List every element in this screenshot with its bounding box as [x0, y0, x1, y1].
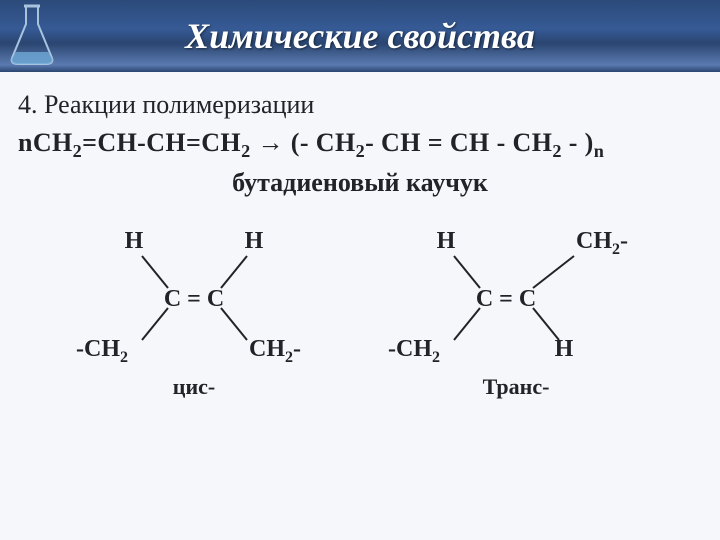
cis-top-left: H: [125, 228, 144, 254]
trans-bottom-right: H: [555, 336, 574, 362]
trans-isomer: H CH2- C = C -CH2 H Транс-: [376, 218, 656, 400]
cis-center: C = C: [164, 286, 224, 312]
eq-p5: - ): [562, 128, 594, 157]
cis-label: цис-: [173, 374, 215, 400]
equation-line: nCH2=CH-CH=CH2 → (- CH2- CH = CH - CH2 -…: [18, 128, 702, 162]
eq-sub2-4: 2: [552, 141, 562, 161]
isomers-row: H H C = C -CH2 CH2- цис- H CH2- C = C -C…: [18, 218, 702, 400]
trans-label: Транс-: [483, 374, 550, 400]
cis-isomer: H H C = C -CH2 CH2- цис-: [64, 218, 324, 400]
flask-icon: [4, 2, 60, 66]
eq-p4: - CH = CH - CH: [365, 128, 552, 157]
trans-diagram: H CH2- C = C -CH2 H: [376, 218, 656, 368]
slide-content: 4. Реакции полимеризации nCH2=CH-CH=CH2 …: [0, 72, 720, 400]
cis-diagram: H H C = C -CH2 CH2-: [64, 218, 324, 368]
slide-header: Химические свойства: [0, 0, 720, 72]
section-line: 4. Реакции полимеризации: [18, 90, 702, 120]
slide-title: Химические свойства: [185, 15, 535, 57]
section-number: 4.: [18, 90, 38, 119]
eq-p1: nCH: [18, 128, 73, 157]
eq-subn: n: [594, 141, 605, 161]
product-label: бутадиеновый каучук: [18, 168, 702, 198]
trans-top-left: H: [437, 228, 456, 254]
eq-p2: =CH-CH=CH: [82, 128, 241, 157]
eq-sub2-3: 2: [356, 141, 366, 161]
cis-top-right: H: [245, 228, 264, 254]
eq-sub2-1: 2: [73, 141, 83, 161]
eq-sub2-2: 2: [241, 141, 251, 161]
trans-top-right: CH2-: [576, 228, 628, 258]
section-title: Реакции полимеризации: [44, 90, 314, 119]
cis-bottom-right: CH2-: [249, 336, 301, 366]
trans-center: C = C: [476, 286, 536, 312]
cis-bottom-left: -CH2: [76, 336, 128, 366]
eq-p3: → (- CH: [251, 128, 356, 157]
trans-bottom-left: -CH2: [388, 336, 440, 366]
